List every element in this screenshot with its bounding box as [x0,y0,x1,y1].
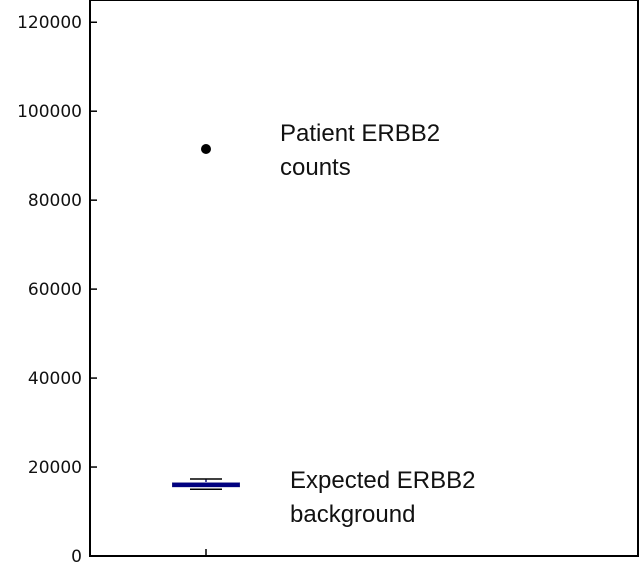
y-tick-label: 80000 [28,191,82,211]
y-tick-label: 20000 [28,458,82,478]
annotation-patient-line-1: counts [280,154,351,181]
y-tick-label: 120000 [17,13,82,33]
chart-marks [172,144,240,491]
plot-area-frame [89,0,639,557]
y-tick-label: 60000 [28,280,82,300]
y-tick-label: 0 [71,547,82,562]
annotations: Patient ERBB2 counts Expected ERBB2 backgro… [280,120,475,528]
y-axis: 0 20000 40000 60000 80000 100000 120000 [17,13,97,562]
annotation-background-line-1: background [290,501,415,528]
data-point-patient-counts [201,144,211,155]
y-tick-label: 40000 [28,369,82,389]
y-tick-label: 100000 [17,102,82,122]
annotation-background-line-0: Expected ERBB2 [290,467,475,494]
annotation-patient-line-0: Patient ERBB2 [280,120,440,147]
